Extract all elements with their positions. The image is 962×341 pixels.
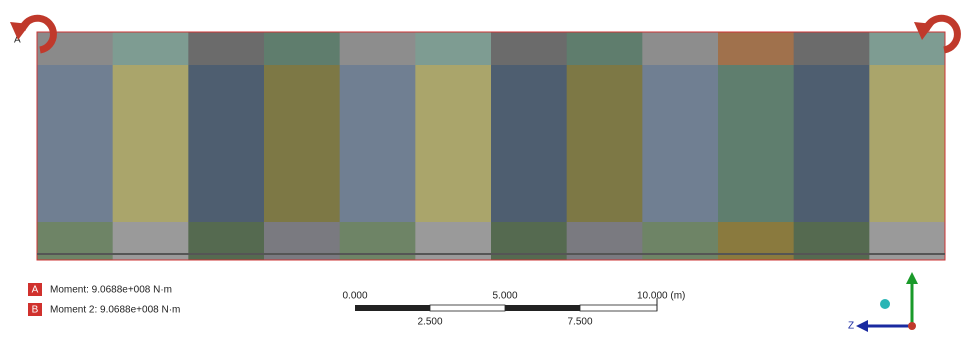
viewport: A A Moment: 9.0688e+008 N·m B Moment 2: …: [0, 0, 962, 336]
model-panel: [188, 32, 264, 65]
scale-segment: [430, 305, 505, 311]
scale-segment: [505, 305, 580, 311]
triad-x-axis: [908, 322, 916, 330]
model-panel: [869, 65, 945, 222]
triad-z-head: [856, 320, 868, 332]
model-panel: [567, 32, 643, 65]
model-panel: [642, 32, 718, 65]
scale-label: 2.500: [417, 317, 442, 328]
model-panel: [113, 65, 189, 222]
triad-sphere: [880, 299, 890, 309]
model-panel: [415, 65, 491, 222]
scale-label: 10.000 (m): [637, 291, 685, 302]
model-panel: [415, 32, 491, 65]
model-panel: [718, 65, 794, 222]
model-panel: [188, 65, 264, 222]
model-panel: [491, 32, 567, 65]
legend-key-label: A: [32, 285, 39, 296]
model-panel: [340, 32, 416, 65]
model-panel: [718, 32, 794, 65]
scale-label: 7.500: [567, 317, 592, 328]
scale-segment: [580, 305, 657, 311]
model-panel: [642, 65, 718, 222]
legend-text: Moment: 9.0688e+008 N·m: [50, 285, 172, 296]
model-panel: [264, 65, 340, 222]
model-panel: [264, 32, 340, 65]
model-panel: [794, 65, 870, 222]
model-panel: [113, 32, 189, 65]
model-panel: [340, 65, 416, 222]
page: A A Moment: 9.0688e+008 N·m B Moment 2: …: [0, 0, 962, 336]
legend-key-label: B: [32, 305, 39, 316]
model-panel: [37, 65, 113, 222]
triad-y-head: [906, 272, 918, 284]
model-panel: [567, 65, 643, 222]
scale-label: 0.000: [342, 291, 367, 302]
scale-label: 5.000: [492, 291, 517, 302]
triad-z-label: Z: [848, 321, 854, 332]
model-panel: [794, 32, 870, 65]
model-body: [37, 32, 946, 260]
model-panel: [491, 65, 567, 222]
scale-segment: [355, 305, 430, 311]
moment-arrowhead-left: [10, 22, 30, 40]
model-panel: [869, 32, 945, 65]
legend-text: Moment 2: 9.0688e+008 N·m: [50, 305, 180, 316]
